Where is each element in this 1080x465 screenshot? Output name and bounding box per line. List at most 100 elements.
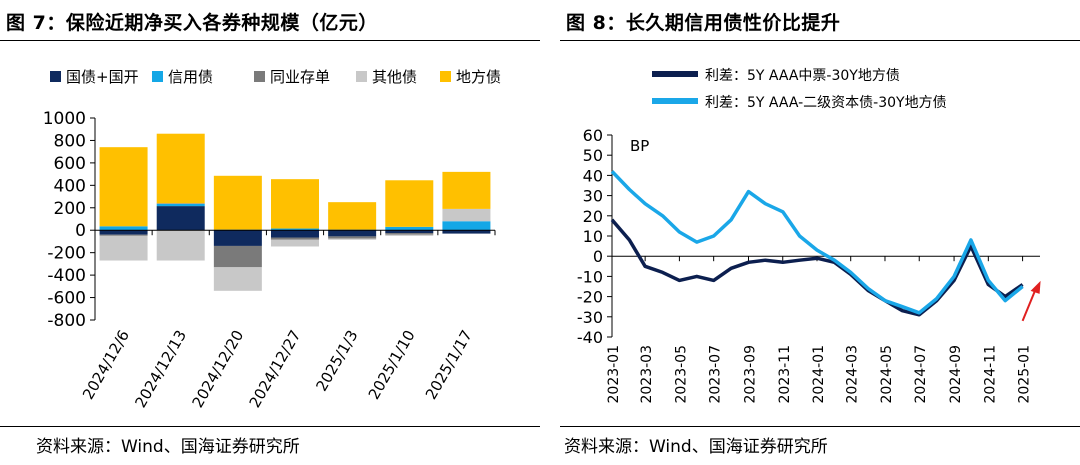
y-tick-label: -400 [47, 266, 86, 286]
bar-segment [385, 234, 434, 236]
legend-swatch-4 [440, 71, 451, 82]
bar-segment [213, 230, 262, 246]
y-tick-label: 600 [54, 154, 86, 174]
bar-segment [328, 238, 377, 240]
x-tick-label: 2024-09 [948, 345, 964, 404]
bar-segment [442, 230, 491, 234]
legend-swatch-3 [356, 71, 367, 82]
bar-segment [385, 180, 434, 227]
bar-segment [213, 175, 262, 230]
bar-segment [328, 230, 377, 237]
bar-segment [213, 267, 262, 291]
bar-segment [385, 226, 434, 231]
trend-arrow-shaft [1021, 286, 1038, 322]
bar-segment [99, 226, 148, 231]
x-tick-label: 2024/12/20 [188, 327, 247, 411]
right-source-rule [560, 426, 1080, 427]
bar-segment [328, 236, 377, 239]
legend-swatch-2 [254, 71, 265, 82]
bar-chart: 国债+国开 信用债 同业存单 其他债 地方债10008006004002000-200-… [43, 68, 501, 411]
y-tick-label: 0 [75, 221, 86, 241]
left-figure-title: 图 7：保险近期净买入各券种规模（亿元） [6, 12, 378, 34]
x-tick-label: 2024-07 [913, 345, 929, 404]
x-tick-label: 2024/12/13 [131, 327, 190, 411]
y-tick-label: 30 [583, 187, 603, 206]
x-tick-label: 2023-07 [708, 345, 724, 404]
x-tick-label: 2025/1/17 [422, 327, 476, 403]
legend-label-1: 利差：5Y AAA-二级资本债-30Y地方债 [705, 95, 947, 111]
y-tick-label: 400 [54, 176, 86, 196]
x-tick-label: 2023-05 [673, 345, 689, 404]
x-tick-label: 2024-11 [982, 345, 998, 404]
bar-segment [271, 239, 319, 247]
y-tick-label: 800 [54, 131, 86, 151]
legend-label-1: 信用债 [168, 68, 213, 86]
x-tick-label: 2023-09 [742, 345, 758, 404]
y-tick-label: 1000 [43, 109, 86, 129]
bar-segment [213, 245, 262, 268]
y-tick-label: 10 [583, 227, 603, 246]
y-tick-label: -800 [47, 311, 86, 331]
y-tick-label: 60 [583, 126, 603, 145]
series-line-0 [610, 218, 1024, 317]
bar-segment [442, 171, 491, 209]
series-line-1 [610, 170, 1024, 315]
bar-segment [99, 235, 148, 261]
bar-segment [156, 230, 205, 261]
legend-swatch-1 [152, 71, 163, 82]
x-tick-label: 2024/12/6 [79, 327, 133, 403]
y-tick-label: 20 [583, 207, 603, 226]
x-tick-label: 2023-11 [777, 345, 793, 404]
right-title-rule [560, 40, 1080, 41]
right-source-note: 资料来源：Wind、国海证券研究所 [564, 437, 828, 457]
y-tick-label: -40 [577, 328, 603, 347]
y-tick-label: -600 [47, 289, 86, 309]
bar-segment [271, 179, 319, 229]
bar-segment [156, 133, 205, 204]
bar-segment [385, 233, 434, 235]
bar-segment [271, 228, 319, 231]
x-tick-label: 2025/1/10 [365, 327, 419, 403]
x-tick-label: 2025-01 [1017, 345, 1033, 404]
bar-segment [271, 230, 319, 238]
x-tick-label: 2023-01 [606, 345, 622, 404]
right-figure: 图 8：长久期信用债性价比提升 利差：5Y AAA中票-30Y地方债 利差：5Y … [560, 0, 1080, 465]
bar-segment [156, 203, 205, 207]
bar-segment [328, 202, 377, 230]
trend-arrow-head [1030, 280, 1041, 294]
bar-segment [385, 230, 434, 234]
bar-segment [156, 203, 205, 204]
left-source-note: 资料来源：Wind、国海证券研究所 [36, 437, 300, 457]
bar-segment [442, 221, 491, 231]
legend-label-0: 国债+国开 [66, 68, 139, 86]
legend-label-3: 其他债 [372, 68, 417, 86]
bar-segment [442, 208, 491, 222]
y-tick-label: 200 [54, 199, 86, 219]
y-tick-label: 40 [583, 166, 603, 185]
legend-label-0: 利差：5Y AAA中票-30Y地方债 [705, 68, 900, 84]
legend-label-4: 地方债 [456, 68, 501, 86]
left-title-rule [0, 40, 540, 41]
x-tick-label: 2023-03 [639, 345, 655, 404]
x-tick-label: 2024-05 [879, 345, 895, 404]
y-tick-label: -20 [577, 288, 603, 307]
y-tick-label: 0 [593, 247, 603, 266]
x-tick-label: 2024-03 [845, 345, 861, 404]
y-tick-label: -10 [577, 267, 603, 286]
bar-segment [271, 237, 319, 240]
y-unit-label: BP [630, 137, 649, 155]
bar-segment [156, 206, 205, 231]
y-tick-label: 50 [583, 146, 603, 165]
left-source-rule [0, 426, 540, 427]
bar-segment [99, 234, 148, 236]
legend-label-2: 同业存单 [270, 68, 330, 86]
left-figure: 图 7：保险近期净买入各券种规模（亿元） 国债+国开 信用债 同业存单 其他债 地方债 1… [0, 12, 540, 457]
x-tick-label: 2025/1/3 [312, 327, 361, 394]
y-tick-label: -200 [47, 244, 86, 264]
x-tick-label: 2024-01 [811, 345, 827, 404]
bar-segment [99, 147, 148, 227]
legend-swatch-0 [50, 71, 61, 82]
bar-segment [99, 230, 148, 235]
y-tick-label: -30 [577, 308, 603, 327]
